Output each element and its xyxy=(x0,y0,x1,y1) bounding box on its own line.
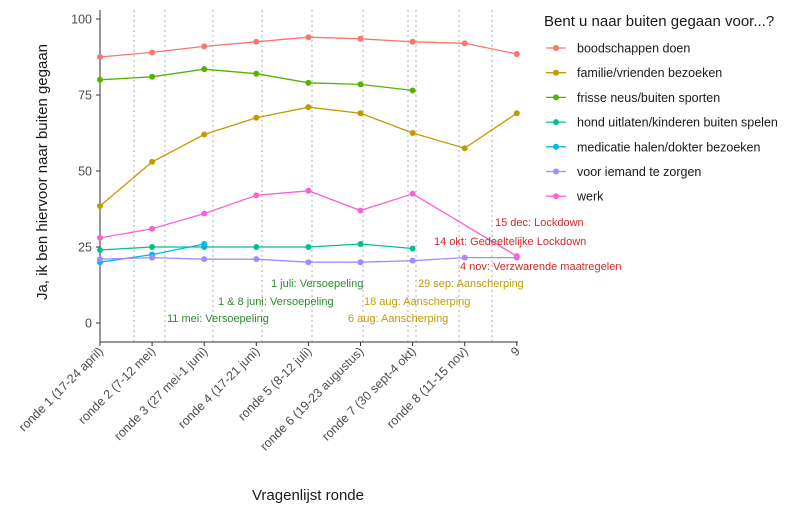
data-point xyxy=(201,210,208,217)
data-point xyxy=(513,253,520,260)
x-tick-label: ronde 6 (19-23 augustus) xyxy=(257,344,366,453)
y-tick-label: 100 xyxy=(71,13,92,27)
data-point xyxy=(305,104,312,111)
data-point xyxy=(97,202,103,209)
data-point xyxy=(305,187,312,194)
data-point xyxy=(461,40,468,47)
data-point xyxy=(97,54,103,60)
data-point xyxy=(149,73,156,80)
legend-key-dot xyxy=(553,45,559,51)
y-tick-label: 50 xyxy=(78,165,92,179)
y-tick-label: 75 xyxy=(78,89,92,103)
data-point xyxy=(357,81,364,88)
legend-item-label: frisse neus/buiten sporten xyxy=(577,91,720,105)
series-line xyxy=(99,190,518,257)
data-point xyxy=(149,49,156,56)
series-lines xyxy=(97,34,520,266)
data-point xyxy=(513,50,520,57)
legend-key-dot xyxy=(553,168,559,175)
data-point xyxy=(357,240,364,247)
data-point xyxy=(97,256,103,263)
data-point xyxy=(253,192,260,199)
data-point xyxy=(357,207,364,214)
data-point xyxy=(253,38,260,45)
data-point xyxy=(149,254,156,261)
annotation-label: 1 juli: Versoepeling xyxy=(271,278,363,290)
data-point xyxy=(201,66,208,73)
data-point xyxy=(357,35,364,42)
data-point xyxy=(513,110,520,117)
data-point xyxy=(201,131,208,138)
y-tick-label: 25 xyxy=(78,241,92,255)
x-tick-label: ronde 7 (30 sept-4 okt) xyxy=(319,344,418,443)
annotations: 11 mei: Versoepeling 1 & 8 juni: Versoepe… xyxy=(167,217,621,325)
legend: Bent u naar buiten gegaan voor...? boodsc… xyxy=(544,13,778,204)
legend-key-dot xyxy=(553,143,559,150)
legend-item-label: boodschappen doen xyxy=(577,42,690,56)
data-point xyxy=(97,247,103,254)
data-point xyxy=(97,234,103,241)
data-point xyxy=(357,110,364,117)
legend-item-label: werk xyxy=(576,190,604,204)
annotation-label: 6 aug: Aanscherping xyxy=(348,313,448,325)
data-point xyxy=(253,244,260,250)
data-point xyxy=(253,114,260,121)
y-axis-title: Ja, ik ben hiervoor naar buiten gegaan xyxy=(34,44,51,300)
data-point xyxy=(409,38,416,45)
data-point xyxy=(305,34,312,41)
data-point xyxy=(409,87,416,94)
legend-key-dot xyxy=(553,94,559,101)
annotation-label: 18 aug: Aanscherping xyxy=(364,296,470,308)
data-point xyxy=(461,254,468,261)
data-point xyxy=(305,79,312,86)
legend-item-label: familie/vrienden bezoeken xyxy=(577,66,722,80)
legend-title: Bent u naar buiten gegaan voor...? xyxy=(544,13,774,30)
legend-key-dot xyxy=(553,193,559,200)
data-point xyxy=(253,70,260,77)
annotation-label: 29 sep: Aanscherping xyxy=(418,278,524,290)
annotation-label: 4 nov: Verzwarende maatregelen xyxy=(460,261,621,273)
data-point xyxy=(409,130,416,136)
annotation-label: 1 & 8 juni: Versoepeling xyxy=(218,296,334,308)
x-tick-label: ronde 1 (17-24 april) xyxy=(16,344,106,434)
legend-key-dot xyxy=(553,119,559,126)
annotation-label: 14 okt: Gedeeltelijke Lockdown xyxy=(434,236,586,248)
annotation-label: 15 dec: Lockdown xyxy=(495,217,584,229)
legend-item-label: medicatie halen/dokter bezoeken xyxy=(577,140,761,154)
data-point xyxy=(149,225,156,232)
data-point xyxy=(201,43,208,50)
data-point xyxy=(305,244,312,250)
data-point xyxy=(357,259,364,266)
data-point xyxy=(97,76,103,83)
data-point xyxy=(149,244,156,250)
data-point xyxy=(305,259,312,266)
x-tick-label: ronde 3 (27 mei-1 juni) xyxy=(111,344,210,443)
data-point xyxy=(461,145,468,152)
annotation-label: 11 mei: Versoepeling xyxy=(167,313,269,325)
data-point xyxy=(201,256,208,263)
data-point xyxy=(201,240,208,247)
legend-item-label: voor iemand te zorgen xyxy=(577,165,701,179)
legend-key-dot xyxy=(553,69,559,76)
legend-item-label: hond uitlaten/kinderen buiten spelen xyxy=(577,116,778,130)
x-axis-title: Vragenlijst ronde xyxy=(252,487,364,504)
data-point xyxy=(149,158,156,165)
data-point xyxy=(409,190,416,197)
data-point xyxy=(253,256,260,263)
vertical-reference-lines xyxy=(133,10,493,342)
y-tick-label: 0 xyxy=(85,317,92,331)
data-point xyxy=(409,245,416,252)
data-point xyxy=(409,257,416,264)
x-tick-label: 9 xyxy=(508,344,523,359)
